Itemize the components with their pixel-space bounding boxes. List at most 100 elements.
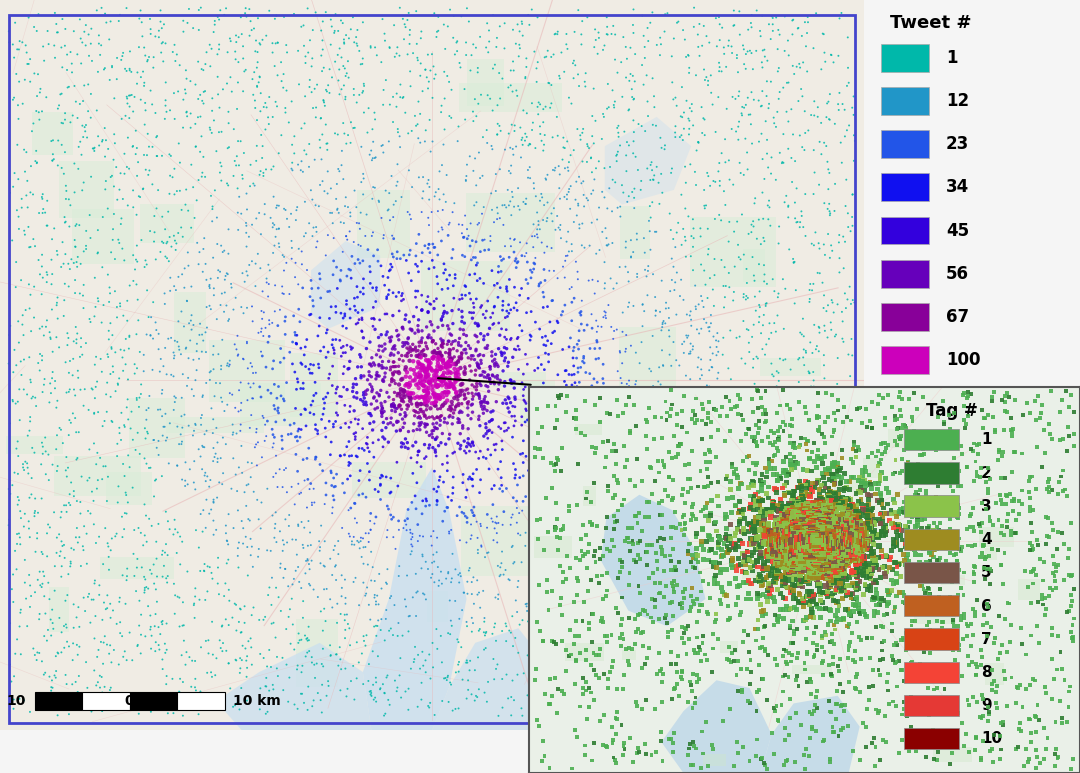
Point <box>658 642 675 655</box>
Point <box>282 208 299 220</box>
Point <box>746 480 764 492</box>
Point <box>823 706 840 718</box>
Point <box>974 539 991 551</box>
Point <box>814 542 832 554</box>
Point <box>132 388 149 400</box>
Point <box>714 22 731 34</box>
Point <box>893 506 910 518</box>
Point <box>111 627 129 639</box>
Point <box>165 230 183 242</box>
Point <box>678 308 696 321</box>
Point <box>820 510 837 523</box>
Point <box>786 547 804 560</box>
Point <box>785 518 802 530</box>
Point <box>774 545 792 557</box>
Point <box>403 387 420 400</box>
Point <box>797 538 814 550</box>
Point <box>644 615 661 628</box>
Point <box>400 400 417 413</box>
Point <box>923 663 941 676</box>
Point <box>401 388 418 400</box>
Point <box>890 747 907 759</box>
Point <box>849 577 866 589</box>
Point <box>694 523 712 535</box>
Point <box>165 352 183 365</box>
Point <box>832 542 849 554</box>
Point <box>267 230 284 243</box>
Point <box>65 335 82 348</box>
Point <box>590 352 607 365</box>
Point <box>10 450 27 462</box>
Point <box>800 496 818 509</box>
Point <box>589 325 606 338</box>
Point <box>796 663 813 676</box>
Point <box>204 649 221 661</box>
Point <box>906 534 923 547</box>
Point <box>271 304 288 316</box>
Point <box>654 513 672 526</box>
Point <box>433 339 450 352</box>
Point <box>807 699 824 711</box>
Point <box>594 435 611 448</box>
Point <box>834 419 851 431</box>
Point <box>864 577 881 589</box>
Point <box>818 628 835 641</box>
Point <box>319 85 336 97</box>
Point <box>702 543 719 556</box>
Point <box>901 744 918 757</box>
Point <box>716 291 733 303</box>
Point <box>454 506 471 519</box>
Point <box>407 284 424 297</box>
Point <box>382 486 400 499</box>
Point <box>58 635 76 648</box>
Point <box>829 498 847 510</box>
Point <box>243 219 260 231</box>
Point <box>131 12 148 25</box>
Point <box>407 405 424 417</box>
Point <box>715 597 732 609</box>
Point <box>1022 492 1039 504</box>
Point <box>730 482 747 494</box>
Point <box>726 286 743 298</box>
Point <box>624 70 642 82</box>
Point <box>640 664 658 676</box>
Point <box>255 652 272 664</box>
Point <box>421 114 438 126</box>
Point <box>919 536 936 548</box>
Point <box>673 641 690 653</box>
Point <box>284 618 301 631</box>
Point <box>825 487 842 499</box>
Point <box>248 80 266 93</box>
Point <box>835 686 852 698</box>
Point <box>478 342 496 355</box>
Point <box>823 49 840 61</box>
Point <box>795 343 812 356</box>
Point <box>710 346 727 358</box>
Point <box>827 494 845 506</box>
Point <box>801 590 819 602</box>
Point <box>833 156 850 169</box>
Point <box>942 547 959 560</box>
Point <box>145 558 162 570</box>
Point <box>777 734 794 747</box>
Point <box>808 558 825 570</box>
Point <box>388 366 405 378</box>
Text: 2: 2 <box>981 465 991 481</box>
Point <box>1043 433 1061 445</box>
Point <box>383 230 401 242</box>
Point <box>480 369 497 381</box>
Point <box>869 495 887 507</box>
Point <box>606 325 623 337</box>
Point <box>431 412 448 424</box>
Point <box>531 98 549 111</box>
Point <box>842 516 860 529</box>
Point <box>200 647 217 659</box>
Point <box>792 543 809 555</box>
Point <box>266 378 283 390</box>
Point <box>624 537 642 550</box>
Point <box>674 673 691 686</box>
Point <box>812 594 829 607</box>
Point <box>931 523 948 536</box>
Point <box>297 360 314 373</box>
Point <box>814 735 832 747</box>
